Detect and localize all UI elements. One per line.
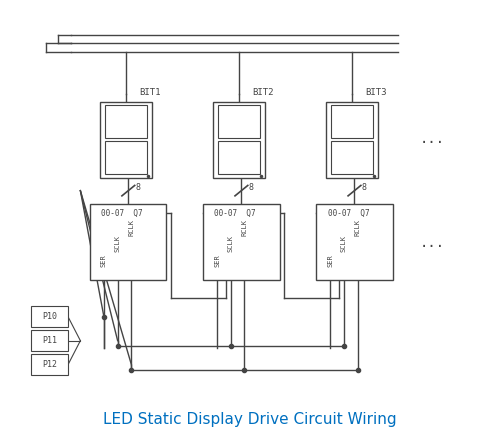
Text: SCLK: SCLK	[228, 236, 234, 252]
Text: 00-07  Q7: 00-07 Q7	[328, 209, 369, 218]
Text: SCLK: SCLK	[114, 236, 120, 252]
Text: 00-07  Q7: 00-07 Q7	[102, 209, 143, 218]
Text: RCLK: RCLK	[354, 219, 360, 236]
Text: P12: P12	[42, 360, 57, 369]
Text: P11: P11	[42, 336, 57, 345]
Bar	[31, 306, 68, 327]
Text: 00-07  Q7: 00-07 Q7	[214, 209, 256, 218]
Bar	[105, 141, 147, 174]
Text: SER: SER	[214, 254, 220, 267]
Text: SER: SER	[327, 254, 333, 267]
Bar	[90, 204, 166, 279]
Bar	[31, 330, 68, 351]
Text: P10: P10	[42, 312, 57, 321]
Bar	[316, 204, 392, 279]
Text: BIT1: BIT1	[140, 88, 161, 97]
Bar	[331, 141, 373, 174]
Text: ...: ...	[420, 132, 444, 145]
Text: LED Static Display Drive Circuit Wiring: LED Static Display Drive Circuit Wiring	[103, 412, 397, 427]
Text: SCLK: SCLK	[341, 236, 347, 252]
Bar	[213, 102, 265, 178]
Text: 8: 8	[136, 183, 140, 192]
Text: BIT2: BIT2	[252, 88, 274, 97]
Bar	[204, 204, 280, 279]
Text: SER: SER	[101, 254, 107, 267]
Bar	[331, 105, 373, 138]
Text: ...: ...	[420, 236, 444, 250]
Text: 8: 8	[362, 183, 367, 192]
Bar	[105, 105, 147, 138]
Text: RCLK: RCLK	[128, 219, 134, 236]
Text: BIT3: BIT3	[366, 88, 387, 97]
Bar	[100, 102, 152, 178]
Text: RCLK: RCLK	[242, 219, 248, 236]
Bar	[326, 102, 378, 178]
Bar	[31, 354, 68, 375]
Bar	[218, 141, 260, 174]
Text: 8: 8	[249, 183, 254, 192]
Bar	[218, 105, 260, 138]
